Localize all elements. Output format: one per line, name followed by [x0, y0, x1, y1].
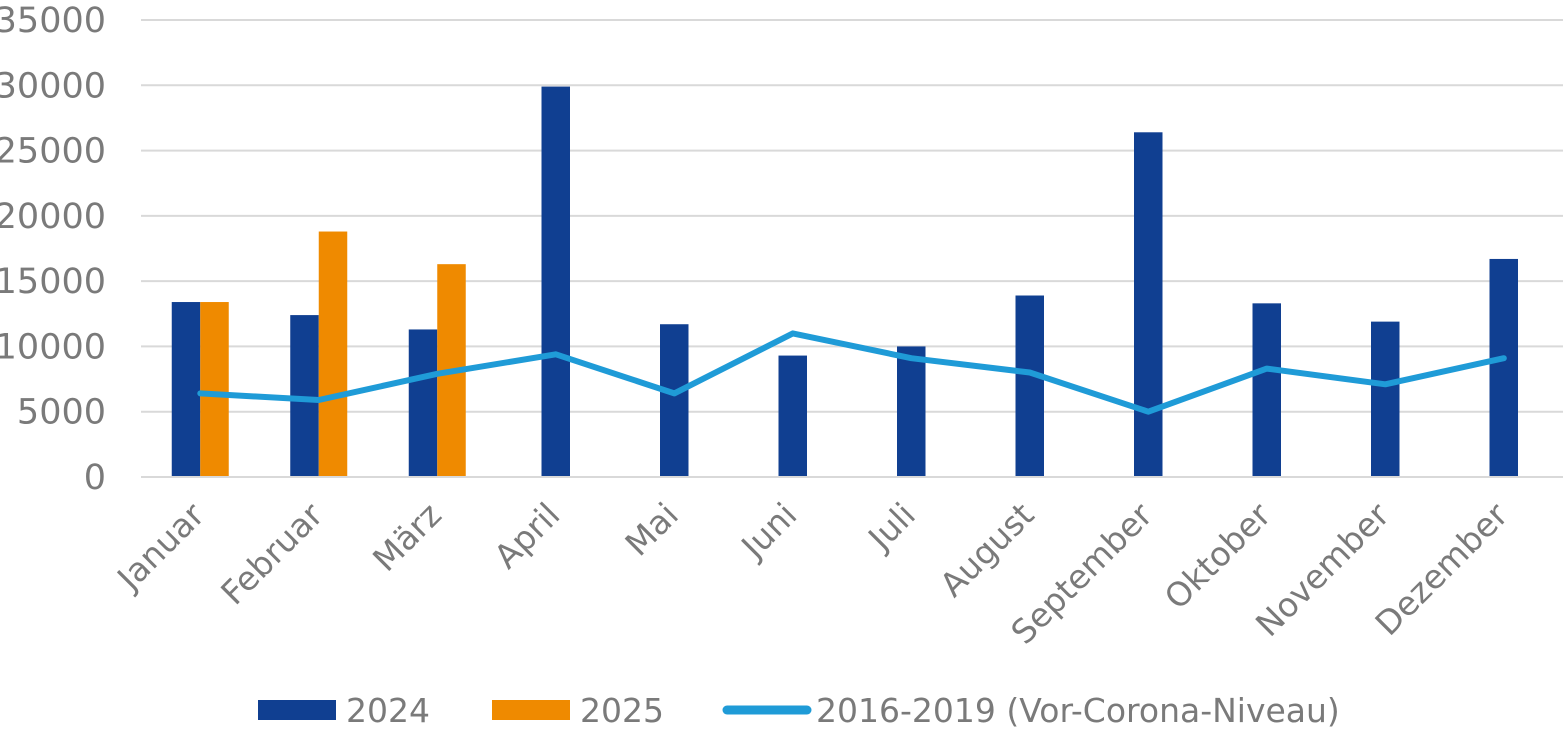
bar-2025-Januar: [200, 302, 229, 477]
x-tick-label: April: [486, 495, 567, 576]
x-tick-label: Mai: [617, 495, 686, 564]
y-tick-label: 25000: [0, 132, 106, 172]
legend-label: 2016-2019 (Vor-Corona-Niveau): [816, 691, 1340, 730]
y-axis-ticks: 0 5000 10000 15000 20000 25000 30000 35000: [0, 1, 106, 498]
bar-2024-Juni: [778, 355, 807, 477]
y-tick-label: 15000: [0, 262, 106, 302]
y-tick-label: 30000: [0, 66, 106, 106]
bar-2024-Juli: [897, 346, 926, 477]
x-axis-ticks: Januar Februar März April Mai Juni Juli AugustS…: [108, 495, 1515, 652]
legend-swatch: [258, 700, 336, 720]
y-tick-label: 35000: [0, 1, 106, 41]
bar-2024-Januar: [171, 302, 201, 477]
legend: 2024 2025 2016-2019 (Vor-Corona-Niveau): [258, 691, 1340, 730]
bar-2024-September: [1134, 132, 1163, 477]
y-tick-label: 5000: [17, 393, 106, 433]
bar-2024-Mai: [660, 324, 689, 477]
x-tick-label: März: [365, 495, 449, 579]
legend-label: 2024: [346, 691, 430, 730]
bar-2024-November: [1371, 321, 1400, 477]
y-tick-label: 20000: [0, 197, 106, 237]
gridlines: [141, 19, 1563, 413]
x-tick-label: Februar: [213, 495, 330, 612]
line-2016-2019 (Vor-Corona-Niveau): [197, 330, 1507, 415]
bar-2024-April: [541, 86, 570, 477]
x-tick-label: August: [932, 495, 1041, 604]
x-tick-label: Januar: [108, 495, 212, 599]
y-tick-label: 0: [84, 458, 106, 498]
bar-2024-Oktober: [1252, 303, 1281, 477]
bar-2024-Dezember: [1489, 258, 1518, 477]
y-tick-label: 10000: [0, 327, 106, 367]
x-tick-label: Oktober: [1157, 495, 1279, 617]
x-tick-label: Juni: [732, 495, 804, 567]
legend-label: 2025: [580, 691, 664, 730]
x-tick-label: Juli: [859, 495, 923, 559]
bar-2025-Februar: [318, 231, 348, 477]
bar-2024-August: [1015, 295, 1044, 477]
line-series: [197, 330, 1507, 415]
legend-swatch: [492, 700, 570, 720]
bar-2024-März: [408, 329, 438, 477]
